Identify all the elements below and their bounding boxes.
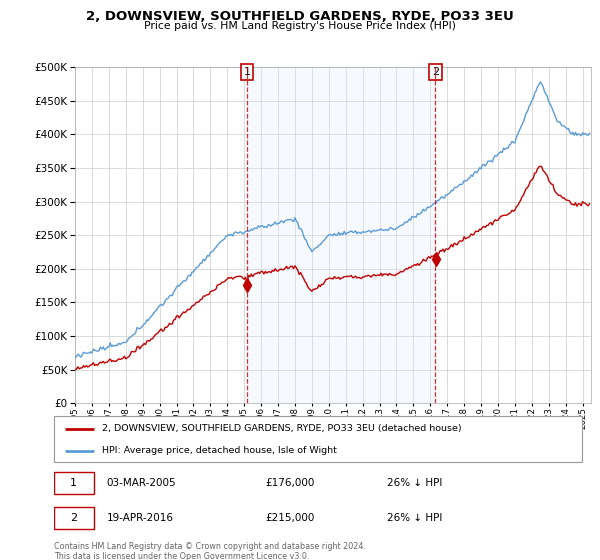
Text: 03-MAR-2005: 03-MAR-2005 (107, 478, 176, 488)
Text: Contains HM Land Registry data © Crown copyright and database right 2024.
This d: Contains HM Land Registry data © Crown c… (54, 542, 366, 560)
Text: 26% ↓ HPI: 26% ↓ HPI (386, 478, 442, 488)
Text: 2: 2 (432, 67, 439, 77)
Text: 2, DOWNSVIEW, SOUTHFIELD GARDENS, RYDE, PO33 3EU: 2, DOWNSVIEW, SOUTHFIELD GARDENS, RYDE, … (86, 10, 514, 23)
FancyBboxPatch shape (54, 472, 94, 494)
Text: 26% ↓ HPI: 26% ↓ HPI (386, 513, 442, 523)
Text: 2, DOWNSVIEW, SOUTHFIELD GARDENS, RYDE, PO33 3EU (detached house): 2, DOWNSVIEW, SOUTHFIELD GARDENS, RYDE, … (101, 424, 461, 433)
Text: 19-APR-2016: 19-APR-2016 (107, 513, 174, 523)
Text: £215,000: £215,000 (265, 513, 314, 523)
Bar (247, 67, 436, 403)
FancyBboxPatch shape (54, 416, 582, 462)
Text: HPI: Average price, detached house, Isle of Wight: HPI: Average price, detached house, Isle… (101, 446, 337, 455)
FancyBboxPatch shape (54, 507, 94, 529)
Text: 2: 2 (70, 513, 77, 523)
Text: 1: 1 (70, 478, 77, 488)
Text: £176,000: £176,000 (265, 478, 314, 488)
Text: Price paid vs. HM Land Registry's House Price Index (HPI): Price paid vs. HM Land Registry's House … (144, 21, 456, 31)
Text: 1: 1 (244, 67, 251, 77)
